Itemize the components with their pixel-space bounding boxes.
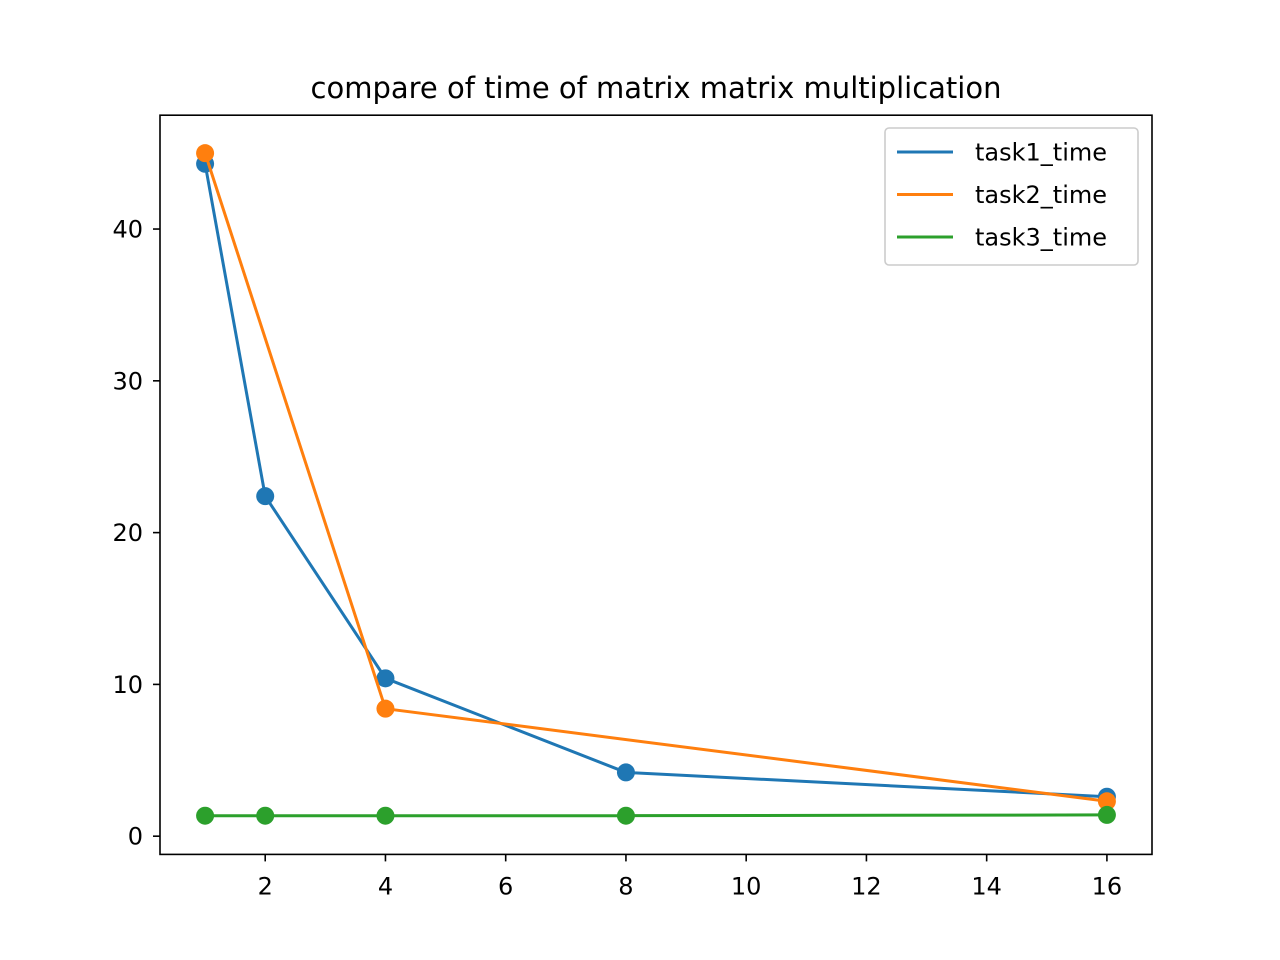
x-tick-label: 12: [851, 872, 882, 900]
x-tick-label: 10: [731, 872, 762, 900]
data-point-task3_time: [196, 806, 215, 825]
x-tick-label: 2: [258, 872, 273, 900]
data-point-task1_time: [256, 487, 275, 506]
data-point-task2_time: [1097, 792, 1116, 811]
x-tick-label: 16: [1092, 872, 1123, 900]
y-tick-label: 20: [112, 519, 143, 547]
data-point-task1_time: [376, 669, 395, 688]
legend: task1_time task2_time task3_time: [884, 127, 1139, 266]
data-point-task3_time: [616, 806, 635, 825]
data-point-task3_time: [376, 806, 395, 825]
y-tick-label: 10: [112, 671, 143, 699]
data-point-task2_time: [196, 144, 215, 163]
chart-title: compare of time of matrix matrix multipl…: [311, 71, 1002, 105]
y-tick-label: 30: [112, 367, 143, 395]
legend-label-task2_time: task2_time: [975, 181, 1107, 209]
data-point-task2_time: [376, 699, 395, 718]
data-point-task3_time: [1097, 805, 1116, 824]
y-tick-label: 40: [112, 216, 143, 244]
x-tick-label: 14: [971, 872, 1002, 900]
legend-label-task1_time: task1_time: [975, 139, 1107, 167]
data-point-task3_time: [256, 806, 275, 825]
legend-label-task3_time: task3_time: [975, 224, 1107, 252]
axes-frame: [159, 114, 1153, 856]
x-tick-label: 4: [378, 872, 393, 900]
x-tick-label: 6: [498, 872, 513, 900]
legend-box: [884, 127, 1139, 266]
series-line-task3_time: [205, 813, 1107, 818]
plot-area: [196, 144, 1116, 825]
x-tick-label: 8: [618, 872, 633, 900]
data-point-task1_time: [616, 763, 635, 782]
y-tick-label: 0: [128, 823, 143, 851]
